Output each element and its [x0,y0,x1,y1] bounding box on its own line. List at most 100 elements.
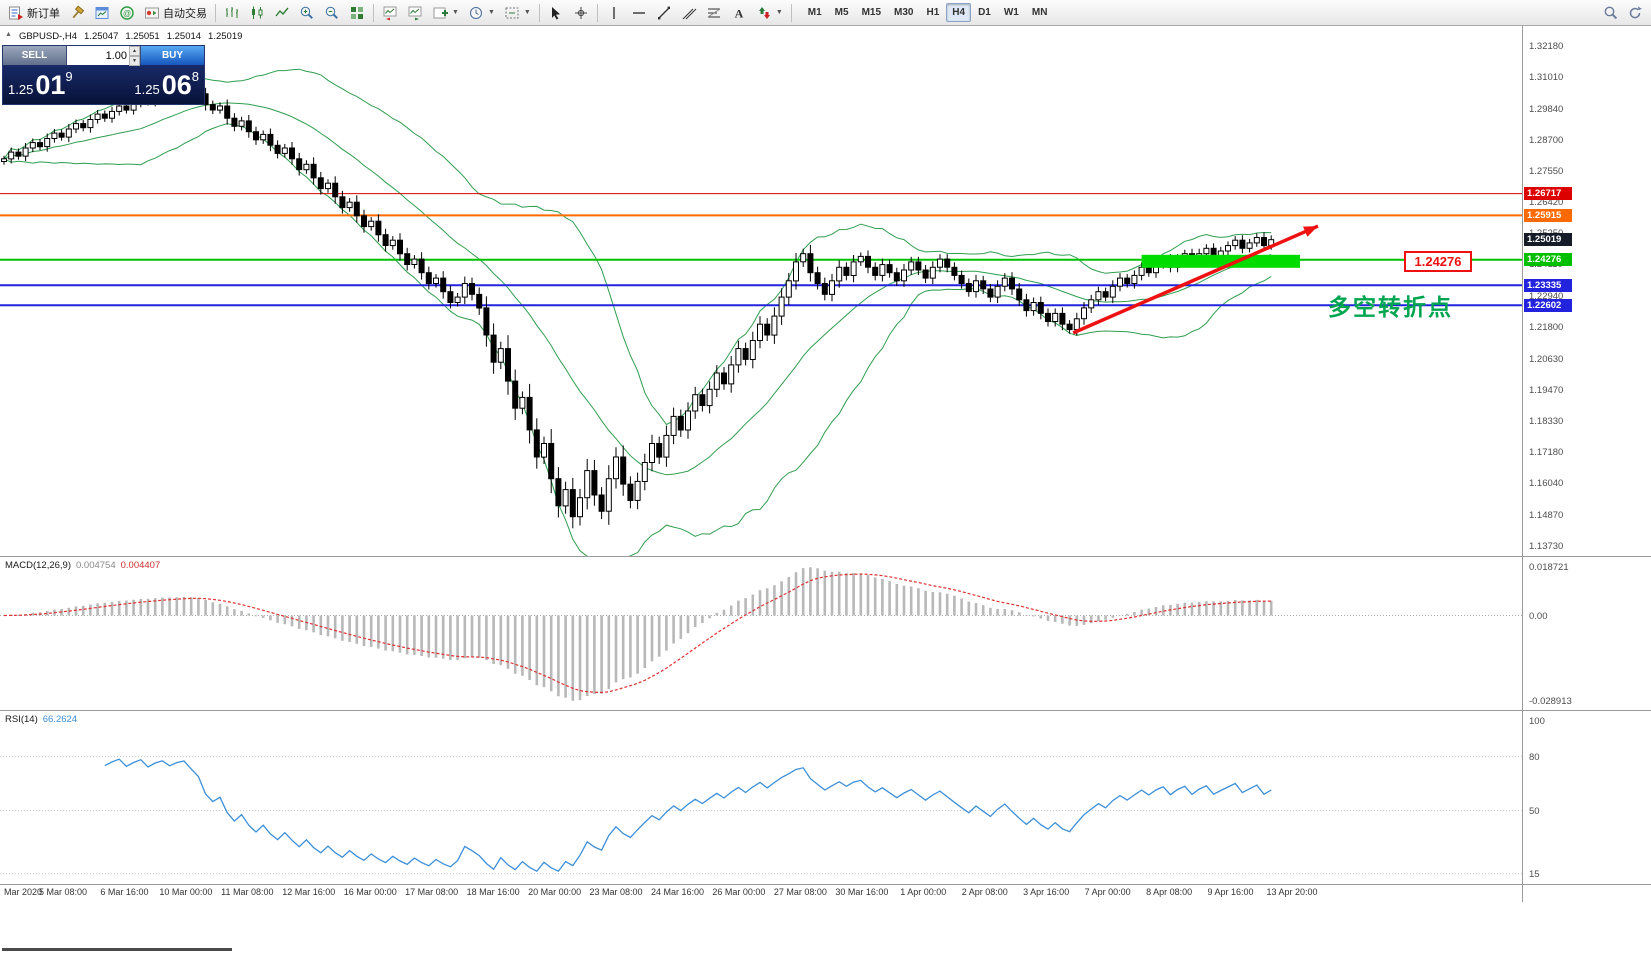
timeframe-D1[interactable]: D1 [978,7,991,18]
price-scale[interactable]: 1.32180 1.31010 1.29840 1.28700 1.27550 1.264… [1523,26,1650,556]
rsi-axis-label: 50 [1529,805,1540,817]
market-watch-icon [94,5,110,21]
level-price-tag: 1.23335 [1524,278,1572,292]
channel-tool-button[interactable] [677,2,701,24]
buy-price-pips: 06 [161,70,192,100]
sell-price[interactable]: 1.25 01 9 [8,66,73,102]
hammer-icon [69,4,85,21]
close-value: 1.25019 [208,31,243,42]
timeframe-W1[interactable]: W1 [1003,7,1019,18]
refresh-icon[interactable] [1627,5,1643,21]
timeframe-MN[interactable]: MN [1031,7,1048,18]
time-axis-label: 1 Apr 00:00 [900,887,947,897]
pane-separator[interactable] [0,556,1651,557]
candlestick-mode-button[interactable] [245,2,269,24]
autotrading-label: 自动交易 [163,7,207,20]
time-axis-label: 2 Apr 08:00 [961,887,1008,897]
new-chart-icon [432,5,448,21]
timeframe-H1[interactable]: H1 [926,7,940,18]
lot-increment-button[interactable]: ▲ [129,46,140,56]
rsi-chart[interactable] [0,712,1522,884]
new-order-button[interactable]: 新订单 [4,2,64,24]
arrows-tool-button[interactable]: ▼ [752,2,787,24]
timeframe-H4[interactable]: H4 [946,3,972,22]
time-axis[interactable]: Mar 2020 5 Mar 08:00 6 Mar 16:00 10 Mar 00:… [0,887,1522,902]
tile-windows-button[interactable] [345,2,369,24]
timeframe-M5[interactable]: M5 [834,7,849,18]
lot-decrement-button[interactable]: ▼ [129,56,140,66]
new-chart-button[interactable]: ▼ [428,2,463,24]
line-chart-mode-button[interactable] [270,2,294,24]
price-axis-label: 1.27550 [1529,166,1564,178]
level-price-tag: 1.26717 [1524,187,1572,201]
chevron-down-icon: ▼ [487,9,495,16]
rsi-scale[interactable]: 100 80 50 15 [1523,712,1650,884]
vertical-line-tool-button[interactable] [602,2,626,24]
crosshair-icon [573,5,589,21]
cursor-tool-button[interactable] [544,2,568,24]
period-selector-button[interactable]: ▼ [464,2,499,24]
line-chart-icon [274,5,290,21]
timeframe-M1[interactable]: M1 [807,7,822,18]
crosshair-tool-button[interactable] [569,2,593,24]
buy-button[interactable]: BUY [140,46,204,65]
new-order-icon [8,5,24,21]
price-axis-label: 1.22940 [1529,291,1564,302]
bar-chart-mode-button[interactable] [220,2,244,24]
horizontal-scrollbar[interactable] [0,946,1522,952]
autotrading-icon [144,5,160,21]
macd-scale[interactable]: 0.018721 0.00 -0.028913 [1523,558,1650,710]
chart-shift-icon [504,5,520,21]
buy-price[interactable]: 1.25 06 8 [134,66,199,102]
toolbar-separator [790,3,792,22]
fibonacci-icon [706,5,722,21]
time-axis-label: 24 Mar 16:00 [650,887,705,897]
macd-chart[interactable] [0,558,1522,710]
time-axis-label: 30 Mar 16:00 [835,887,889,897]
cursor-arrow-icon [548,5,564,21]
price-axis-label: 1.17180 [1529,447,1564,459]
time-axis-label: 3 Apr 16:00 [1023,887,1070,897]
svg-text:@: @ [123,9,131,18]
zoom-out-icon [324,5,340,21]
navigator-button[interactable]: @ [115,2,139,24]
zoom-in-button[interactable] [295,2,319,24]
rsi-value: 66.2624 [42,714,78,725]
zoom-in-icon [299,5,315,21]
trendline-tool-button[interactable] [652,2,676,24]
main-chart[interactable] [0,26,1522,556]
chart-shift-button[interactable]: ▼ [500,2,535,24]
fibonacci-tool-button[interactable] [702,2,726,24]
text-tool-button[interactable]: A [727,2,751,24]
horizontal-line-tool-button[interactable] [627,2,651,24]
pane-separator[interactable] [0,710,1651,711]
bar-chart-icon [224,5,240,21]
timeframe-buttons: M1 M5 M15 M30 H1 H4 D1 W1 MN [802,3,1054,22]
ohlc-header: ▲ GBPUSD-,H4 1.25047 1.25051 1.25014 1.2… [5,31,242,42]
price-axis-label: 1.26420 [1529,196,1564,208]
price-axis-label: 1.31010 [1529,72,1564,84]
text-tool-icon: A [731,5,747,21]
price-scale-separator [1522,26,1523,902]
zoom-out-button[interactable] [320,2,344,24]
lot-size-input[interactable] [67,46,130,65]
vertical-line-icon [606,5,622,21]
step-back-button[interactable] [378,2,402,24]
step-forward-button[interactable] [403,2,427,24]
time-axis-label: 17 Mar 08:00 [405,887,459,897]
autotrading-button[interactable]: 自动交易 [140,2,211,24]
search-icon[interactable] [1603,5,1619,21]
sell-price-pips: 01 [35,70,66,100]
pane-separator [0,884,1651,885]
timeframe-M15[interactable]: M15 [861,7,882,18]
timeframe-M30[interactable]: M30 [894,7,914,18]
scrollbar-thumb[interactable] [2,948,232,951]
macd-main-value: 0.004754 [76,560,116,571]
sell-button[interactable]: SELL [3,46,67,65]
chart-step-forward-icon [407,5,423,21]
chevron-down-icon: ▼ [523,9,531,16]
toolbar-separator [596,3,598,22]
metaeditor-button[interactable] [65,2,89,24]
market-watch-button[interactable] [90,2,114,24]
